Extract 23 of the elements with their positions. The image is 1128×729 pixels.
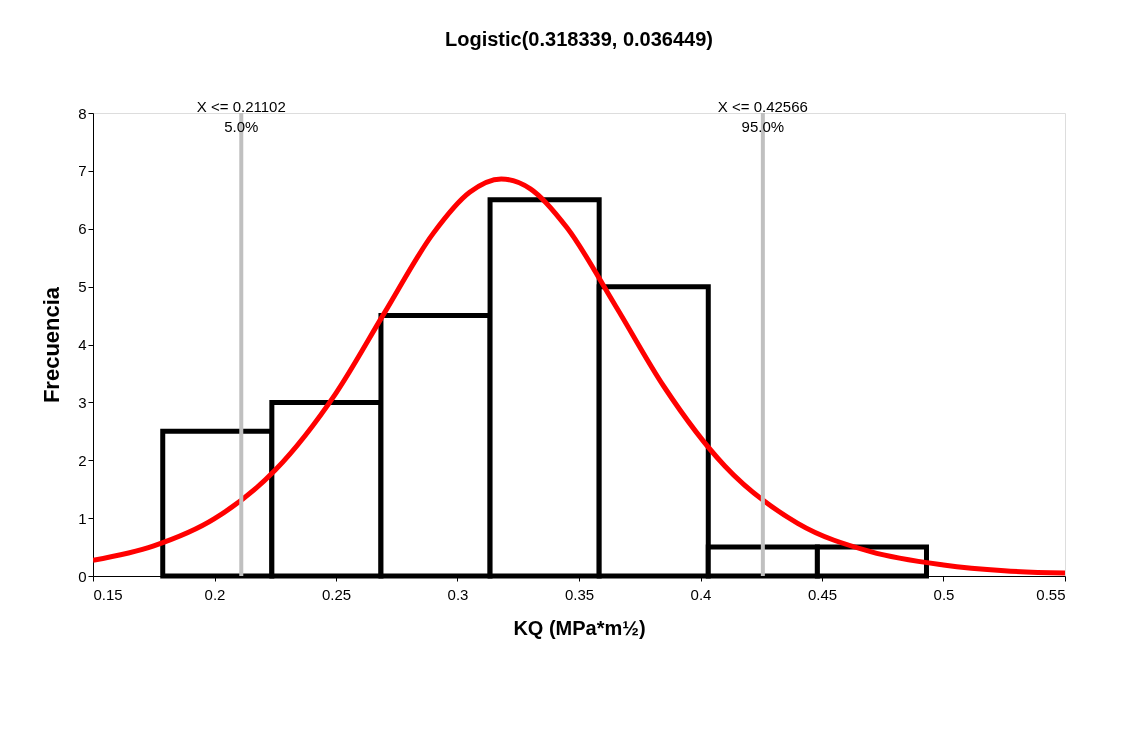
- x-tick-label: 0.5: [933, 585, 955, 603]
- y-tick-label: 0: [78, 567, 87, 585]
- ref-line-label: X <= 0.42566 95.0%: [717, 98, 808, 135]
- y-tick-label: 2: [78, 451, 87, 469]
- x-tick-label: 0.45: [807, 585, 838, 603]
- x-tick-label: 0.25: [321, 585, 352, 603]
- x-tick-label: 0.3: [447, 585, 469, 603]
- x-tick-label: 0.4: [690, 585, 712, 603]
- x-tick-label: 0.35: [564, 585, 595, 603]
- y-tick-label: 6: [78, 220, 87, 238]
- y-tick-label: 1: [78, 509, 87, 527]
- x-tick-label: 0.15: [93, 585, 123, 603]
- ref-line-label: X <= 0.21102 5.0%: [196, 98, 286, 135]
- y-axis-title: Frecuencia: [39, 286, 65, 404]
- y-tick-label: 3: [78, 393, 87, 411]
- y-tick-label: 5: [78, 278, 87, 296]
- chart-title: Logistic(0.318339, 0.036449): [445, 28, 713, 50]
- y-tick-label: 7: [78, 162, 87, 180]
- x-axis-title: KQ (MPa*m½): [513, 616, 646, 639]
- x-tick-label: 0.2: [204, 585, 226, 603]
- y-tick-label: 8: [78, 104, 87, 122]
- x-tick-label: 0.55: [1036, 585, 1066, 603]
- y-tick-label: 4: [78, 336, 87, 353]
